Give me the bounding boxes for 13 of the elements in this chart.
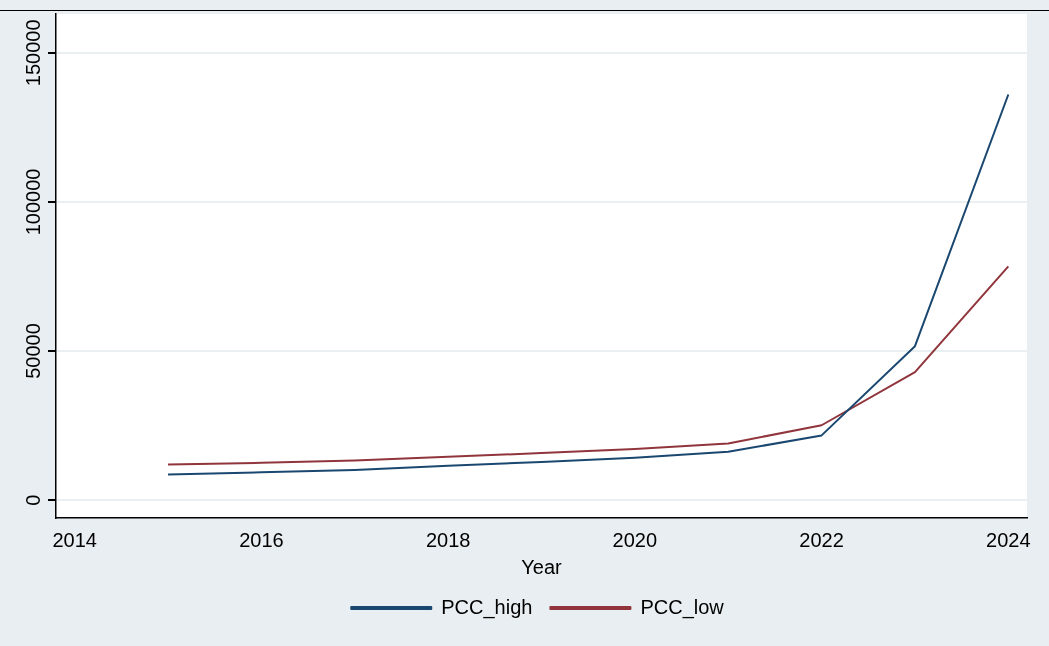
x-axis-title: Year — [521, 555, 563, 578]
x-tick-label: 2016 — [239, 528, 284, 551]
x-tick-label: 2014 — [52, 528, 97, 551]
x-tick-label: 2020 — [612, 528, 658, 551]
y-tick-label: 150000 — [21, 19, 44, 87]
y-tick-label: 0 — [21, 494, 44, 506]
legend-label: PCC_low — [640, 595, 725, 619]
x-tick-label: 2022 — [799, 528, 844, 551]
x-tick-label: 2024 — [986, 528, 1031, 551]
x-tick-label: 2018 — [425, 528, 471, 551]
legend-label: PCC_high — [441, 595, 533, 619]
y-tick-label: 100000 — [21, 168, 44, 236]
y-tick-label: 50000 — [21, 323, 44, 379]
